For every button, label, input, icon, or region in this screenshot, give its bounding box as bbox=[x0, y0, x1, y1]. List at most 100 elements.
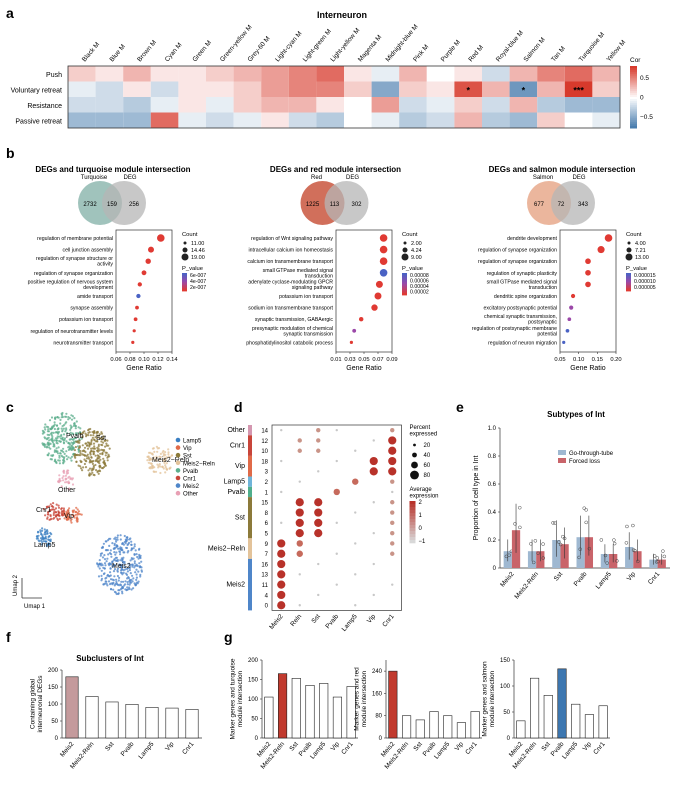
umap-cell-point bbox=[98, 455, 101, 458]
dotplot-dot bbox=[354, 573, 357, 576]
umap-cell-point bbox=[53, 460, 56, 463]
dotplot-group-label: Vip bbox=[235, 463, 245, 470]
heatmap-cell bbox=[68, 81, 96, 97]
y-tick-label: 0.8 bbox=[488, 454, 497, 460]
y-axis-label-line: module intersection bbox=[489, 670, 496, 727]
y-tick-label: 0.2 bbox=[488, 538, 497, 544]
dotplot-dot bbox=[298, 573, 301, 576]
heatmap-row-label: Passive retreat bbox=[15, 118, 62, 125]
umap-cell-point bbox=[54, 437, 58, 440]
significance-star: * bbox=[466, 85, 470, 95]
umap-cell-point bbox=[60, 416, 63, 419]
dotplot-dot bbox=[277, 570, 286, 579]
dotplot-dot bbox=[316, 448, 321, 453]
legend-p-gradient bbox=[182, 286, 187, 289]
umap-cell-point bbox=[118, 563, 121, 566]
go-term-label: small GTPase mediated signal transduction bbox=[263, 268, 333, 280]
colorbar-segment bbox=[630, 66, 637, 69]
umap-cell-point bbox=[85, 457, 89, 460]
umap-cell-point bbox=[62, 439, 65, 442]
dotplot-group-label: Other bbox=[227, 427, 245, 434]
dotplot-dot bbox=[391, 583, 394, 586]
heatmap-cell bbox=[482, 97, 510, 113]
dotplot-dot bbox=[354, 542, 357, 545]
heatmap-border bbox=[67, 65, 621, 129]
umap-cell-point bbox=[97, 443, 100, 446]
umap-cell-point bbox=[51, 439, 54, 442]
go-term-label: adenylate cyclase-modulating GPCR signali… bbox=[248, 279, 333, 291]
colorbar-tick: −0.5 bbox=[640, 114, 653, 121]
data-point bbox=[631, 548, 636, 552]
umap-cell-point bbox=[62, 462, 65, 465]
legend-expression-gradient bbox=[409, 522, 416, 526]
heatmap-cell bbox=[592, 112, 620, 128]
umap-cell-point bbox=[126, 536, 129, 539]
go-term-label: excitatory postsynaptic potential bbox=[483, 306, 557, 312]
umap-cluster-label: Other bbox=[58, 487, 76, 494]
go-term-dot bbox=[567, 317, 572, 322]
umap-cell-point bbox=[103, 462, 107, 465]
dotplot-dot bbox=[369, 456, 378, 466]
go-term-label-line: signaling pathway bbox=[292, 285, 334, 291]
legend-p-gradient bbox=[182, 289, 187, 292]
umap-cell-point bbox=[134, 583, 137, 587]
dotplot-dot bbox=[391, 490, 394, 494]
umap-cell-point bbox=[167, 455, 170, 458]
legend-expression-gradient bbox=[409, 525, 416, 529]
colorbar-tick: 0 bbox=[640, 95, 644, 102]
data-point bbox=[625, 524, 629, 529]
dotplot-dot bbox=[277, 549, 286, 558]
data-point bbox=[533, 539, 538, 543]
heatmap-cell bbox=[592, 81, 620, 97]
legend-p-gradient bbox=[182, 273, 187, 275]
umap-cell-point bbox=[100, 562, 103, 565]
umap-cell-point bbox=[157, 447, 161, 450]
go-term-label: small GTPase mediated signal transduction bbox=[487, 279, 557, 291]
y-tick-label: 50 bbox=[251, 717, 258, 723]
umap-cell-point bbox=[90, 443, 93, 446]
dotplot-gene-label: Lamp5 bbox=[341, 613, 359, 633]
umap-cell-point bbox=[79, 452, 82, 455]
legend-expression-title: Average expression bbox=[410, 487, 439, 500]
heatmap-cell bbox=[371, 66, 400, 82]
umap-cell-point bbox=[49, 509, 52, 512]
x-tick-label: Lamp5 bbox=[433, 740, 451, 760]
legend-percent-title-line: expressed bbox=[410, 432, 438, 438]
dotplot-cluster-id: 15 bbox=[261, 501, 268, 507]
heatmap-cell bbox=[178, 97, 206, 113]
umap-cell-point bbox=[123, 565, 126, 568]
umap-cell-point bbox=[71, 509, 74, 512]
umap-cell-point bbox=[117, 579, 120, 582]
umap-cell-point bbox=[46, 430, 50, 433]
umap-cell-point bbox=[150, 452, 153, 455]
x-tick-label: Lamp5 bbox=[595, 570, 613, 590]
dotplot-dot bbox=[295, 529, 304, 538]
legend-percent-title: Percent expressed bbox=[410, 425, 438, 438]
heatmap-row-label: Push bbox=[46, 72, 62, 79]
bar bbox=[165, 707, 179, 739]
umap-cell-point bbox=[123, 584, 126, 587]
umap-cell-point bbox=[88, 472, 91, 475]
legend-p-tick: 6e-007 bbox=[190, 273, 206, 279]
umap-cell-point bbox=[107, 444, 110, 447]
legend-percent-value: 60 bbox=[424, 463, 431, 469]
umap-cell-point bbox=[109, 549, 112, 552]
umap-cell-point bbox=[115, 556, 118, 559]
umap-cell-point bbox=[102, 542, 105, 545]
umap-cell-point bbox=[83, 462, 86, 466]
dotplot-group-bar bbox=[248, 425, 252, 436]
x-tick-label: Vip bbox=[626, 570, 638, 582]
umap-cell-point bbox=[36, 531, 40, 534]
y-tick-label: 0 bbox=[493, 566, 497, 572]
umap-cell-point bbox=[154, 470, 158, 473]
heatmap-cell bbox=[454, 66, 482, 82]
umap-cell-point bbox=[125, 546, 128, 549]
umap-cell-point bbox=[105, 582, 108, 585]
umap-cell-point bbox=[69, 431, 72, 434]
umap-cell-point bbox=[98, 462, 101, 465]
legend-expression-title-line: Average bbox=[410, 487, 433, 493]
y-tick-label: 160 bbox=[372, 691, 383, 697]
umap-cell-point bbox=[129, 559, 132, 562]
colorbar-segment bbox=[630, 121, 637, 125]
